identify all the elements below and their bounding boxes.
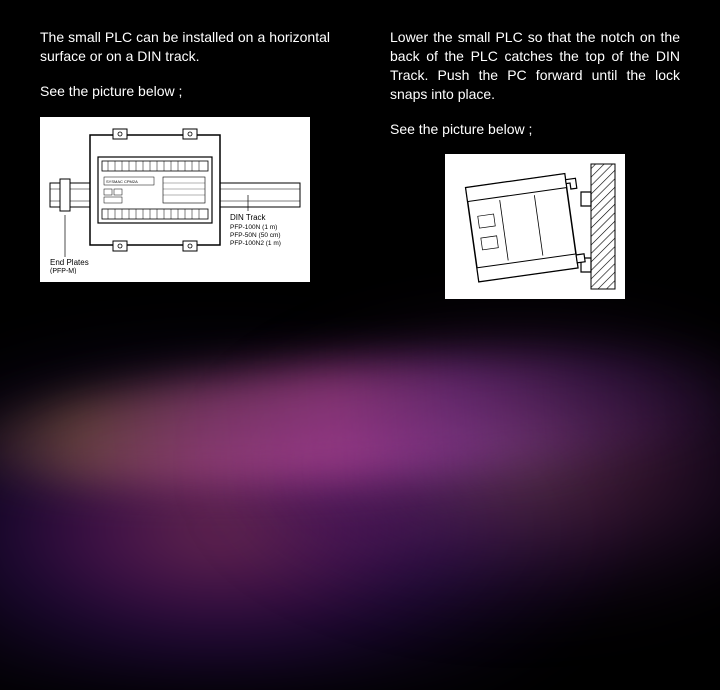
- svg-text:SYSMAC CPM2A: SYSMAC CPM2A: [106, 179, 138, 184]
- right-paragraph-2: See the picture below ;: [390, 120, 680, 139]
- right-paragraph-1: Lower the small PLC so that the notch on…: [390, 28, 680, 104]
- end-plates-label: End Plates: [50, 258, 89, 267]
- right-diagram: [445, 154, 625, 299]
- din-model-2: PFP-50N (50 cm): [230, 232, 281, 239]
- left-column: The small PLC can be installed on a hori…: [40, 28, 330, 304]
- right-column: Lower the small PLC so that the notch on…: [390, 28, 680, 304]
- left-paragraph-1: The small PLC can be installed on a hori…: [40, 28, 330, 66]
- left-diagram: SYSMAC CPM2A End Plates (PFP-M) DIN Trac…: [40, 117, 310, 282]
- din-model-3: PFP-100N2 (1 m): [230, 240, 281, 247]
- content-wrapper: The small PLC can be installed on a hori…: [0, 0, 720, 332]
- din-track-label: DIN Track: [230, 213, 267, 222]
- plc-mounting-side-icon: [453, 162, 617, 291]
- end-plates-sub-label: (PFP-M): [50, 268, 76, 274]
- plc-din-diagram-icon: SYSMAC CPM2A End Plates (PFP-M) DIN Trac…: [48, 125, 302, 274]
- din-model-1: PFP-100N (1 m): [230, 224, 277, 231]
- left-paragraph-2: See the picture below ;: [40, 82, 330, 101]
